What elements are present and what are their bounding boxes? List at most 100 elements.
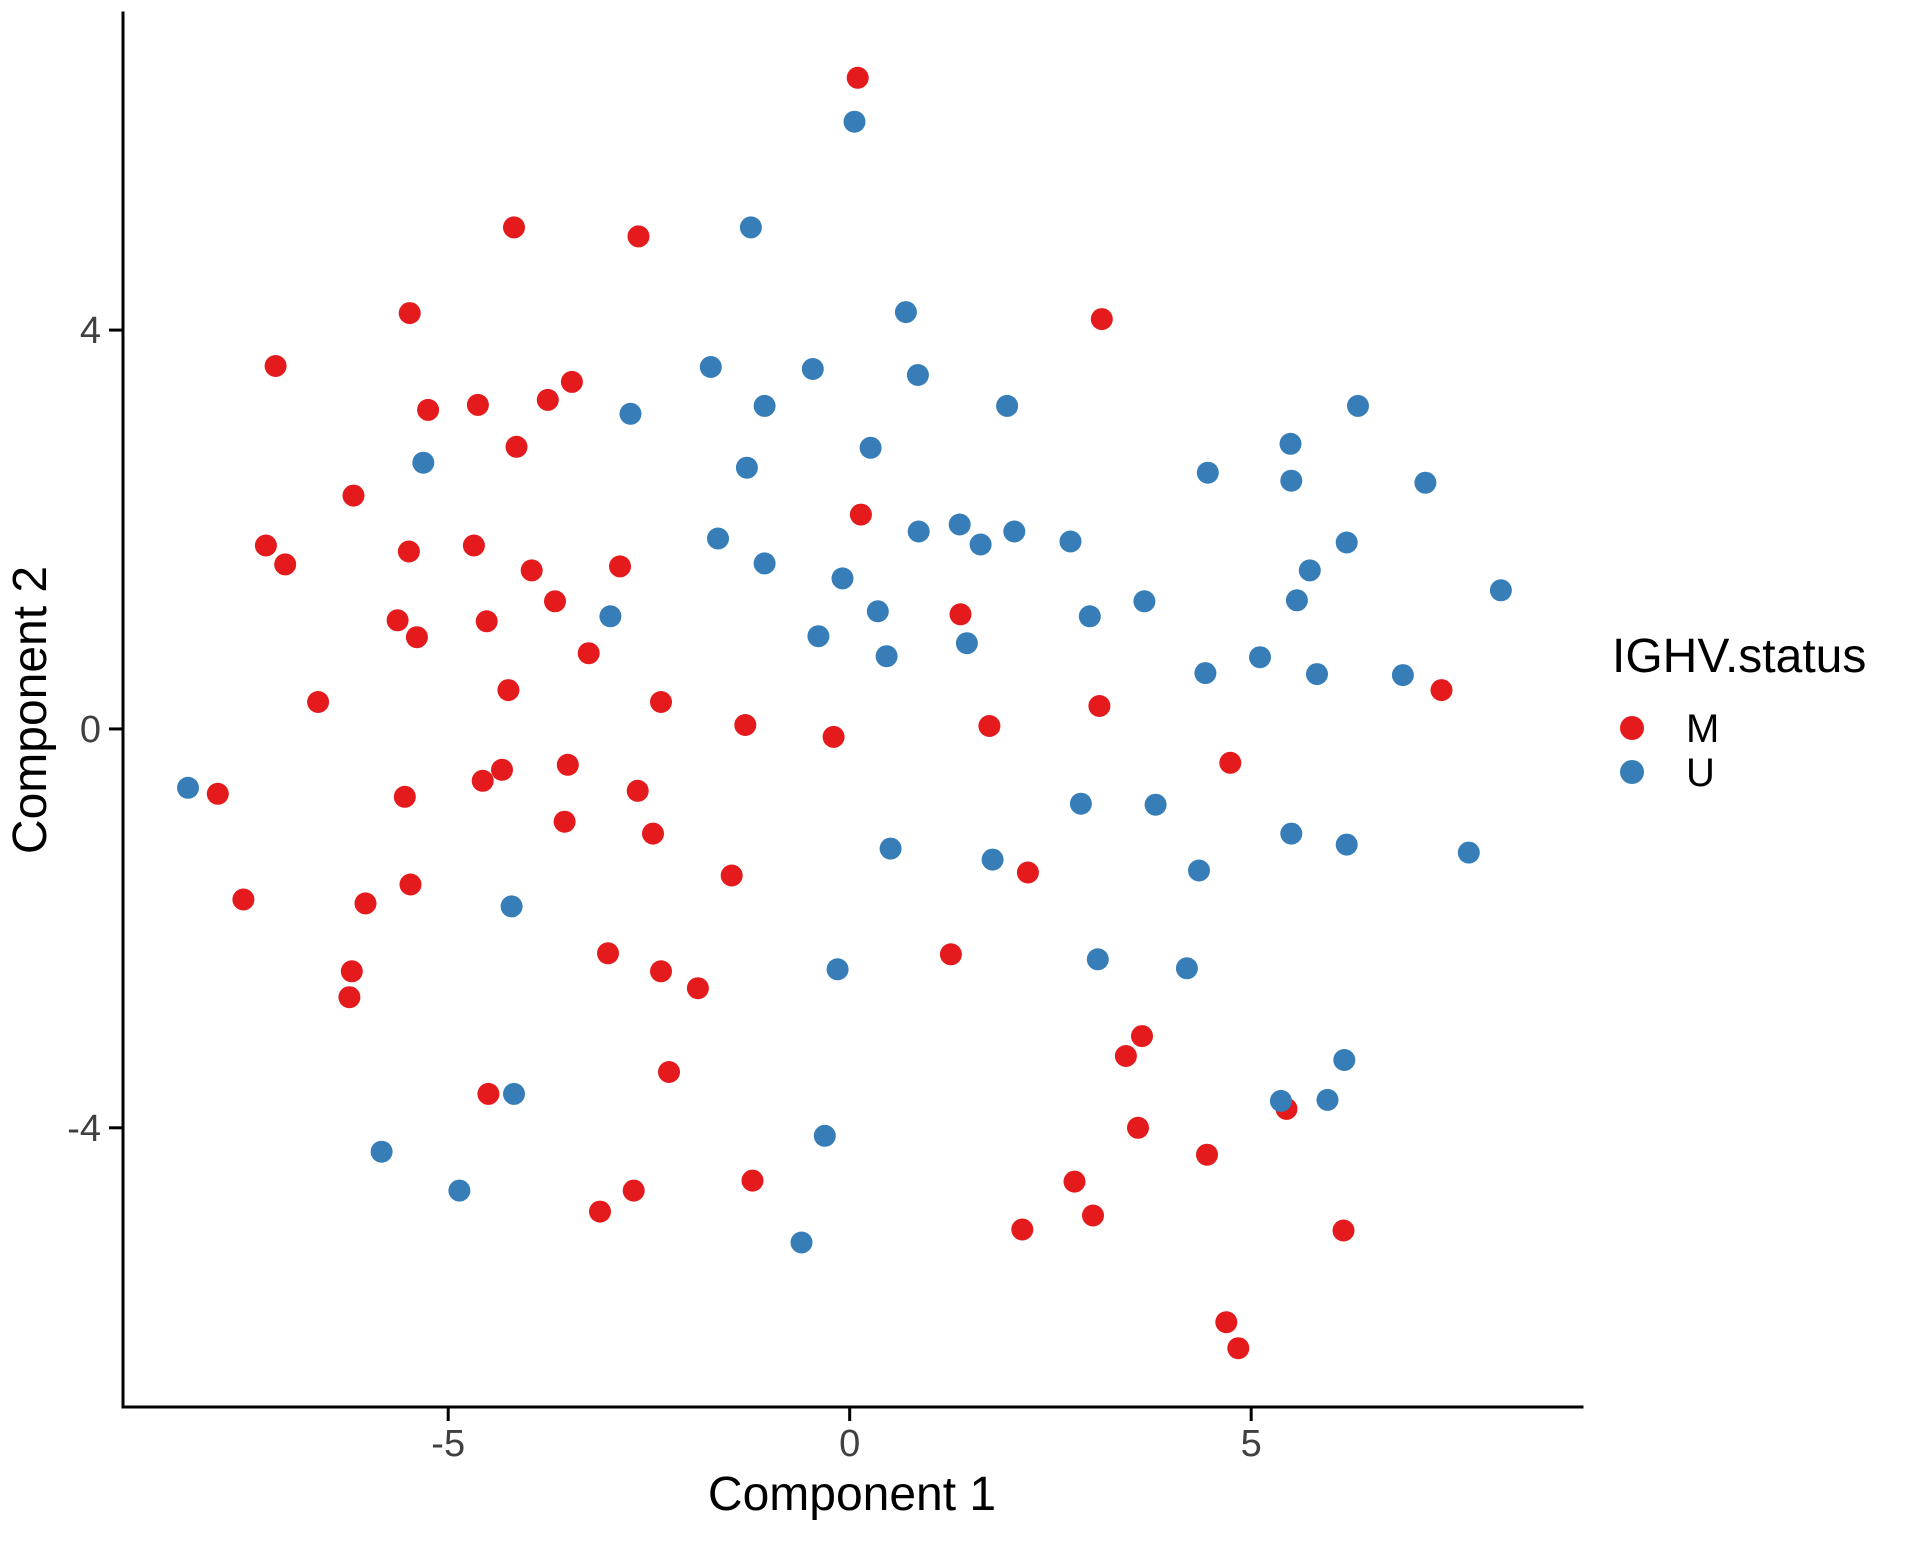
data-point-m <box>1227 1337 1250 1360</box>
data-point-m <box>1127 1116 1149 1139</box>
data-point-u <box>619 402 642 425</box>
data-point-u <box>1333 1049 1356 1071</box>
data-point-u <box>1249 646 1271 669</box>
data-point-m <box>626 779 649 802</box>
data-point-m <box>520 559 543 582</box>
data-point-m <box>1114 1045 1137 1067</box>
data-point-m <box>577 642 600 665</box>
data-point-u <box>813 1124 836 1147</box>
data-point-u <box>1280 822 1303 845</box>
data-point-m <box>1088 695 1111 717</box>
data-point-m <box>609 555 631 578</box>
legend-label-m: M <box>1686 707 1719 751</box>
data-point-u <box>907 520 930 543</box>
data-point-m <box>307 691 330 713</box>
legend: IGHV.status M U <box>1612 630 1866 795</box>
data-point-m <box>1219 751 1242 774</box>
data-point-u <box>1078 605 1101 628</box>
data-point-m <box>342 484 365 507</box>
data-point-m <box>386 609 409 632</box>
data-point-m <box>503 216 525 239</box>
data-point-m <box>232 888 255 911</box>
data-point-u <box>177 776 199 799</box>
data-point-m <box>475 610 498 633</box>
data-point-m <box>497 679 520 702</box>
data-point-m <box>264 355 287 377</box>
data-point-m <box>741 1169 764 1192</box>
data-point-m <box>949 603 972 626</box>
y-tick-label: 0 <box>80 709 101 751</box>
data-point-u <box>843 110 866 133</box>
data-point-m <box>686 977 709 1000</box>
data-point-u <box>1194 662 1217 685</box>
data-point-m <box>397 540 420 563</box>
data-point-u <box>1335 833 1358 856</box>
data-point-u <box>739 216 762 239</box>
data-point-m <box>560 370 583 393</box>
data-point-m <box>1215 1311 1238 1334</box>
data-point-u <box>1306 663 1328 686</box>
data-point-u <box>948 513 971 536</box>
data-point-u <box>599 605 622 628</box>
data-point-m <box>650 691 672 713</box>
legend-title: IGHV.status <box>1612 630 1866 683</box>
data-point-u <box>1285 589 1308 612</box>
data-point-u <box>859 436 882 459</box>
data-point-u <box>1489 579 1512 602</box>
data-point-u <box>1280 469 1303 492</box>
data-point-u <box>955 632 978 655</box>
data-point-m <box>340 960 363 983</box>
data-point-u <box>826 958 849 981</box>
data-point-m <box>477 1082 500 1105</box>
data-point-m <box>553 810 576 833</box>
data-point-u <box>1086 948 1109 971</box>
data-point-u <box>875 645 898 668</box>
data-point-u <box>503 1082 525 1105</box>
data-point-m <box>658 1061 680 1083</box>
data-point-m <box>354 892 377 915</box>
data-point-m <box>622 1179 645 1202</box>
data-point-m <box>1090 308 1113 331</box>
points-layer <box>177 66 1512 1360</box>
data-point-m <box>978 715 1001 737</box>
data-point-m <box>536 388 559 411</box>
y-axis: 4 0 -4 Component 2 <box>4 11 125 1409</box>
data-point-m <box>471 769 494 792</box>
data-point-u <box>831 567 854 590</box>
data-point-m <box>505 435 528 458</box>
x-tick-label: -5 <box>431 1423 465 1465</box>
data-point-m <box>1082 1204 1104 1227</box>
data-point-u <box>981 848 1004 871</box>
data-point-m <box>1016 861 1039 884</box>
x-axis: -5 0 5 Component 1 <box>121 1405 1584 1521</box>
y-tick-label: 4 <box>80 310 101 352</box>
data-point-m <box>650 960 672 983</box>
data-point-m <box>627 225 650 248</box>
plot-panel <box>123 13 1582 1407</box>
data-point-m <box>544 590 566 613</box>
data-point-u <box>370 1140 393 1163</box>
data-point-m <box>491 758 513 781</box>
data-point-u <box>500 895 523 918</box>
data-point-m <box>393 785 416 808</box>
data-point-u <box>790 1231 813 1254</box>
data-point-u <box>807 625 830 648</box>
data-point-m <box>556 753 579 776</box>
data-point-m <box>589 1200 611 1223</box>
data-point-u <box>1133 590 1156 613</box>
data-point-u <box>1391 664 1414 687</box>
data-point-m <box>734 714 757 736</box>
x-ticks: -5 0 5 <box>431 1407 1262 1465</box>
data-point-u <box>412 451 435 474</box>
data-point-m <box>1011 1218 1034 1241</box>
data-point-u <box>996 394 1019 417</box>
data-point-u <box>866 600 889 623</box>
data-point-m <box>1131 1025 1153 1048</box>
data-point-m <box>398 302 421 325</box>
data-point-u <box>448 1179 471 1202</box>
data-point-u <box>753 552 776 575</box>
data-point-m <box>206 782 229 805</box>
data-point-u <box>1188 859 1210 882</box>
data-point-u <box>1347 394 1369 417</box>
